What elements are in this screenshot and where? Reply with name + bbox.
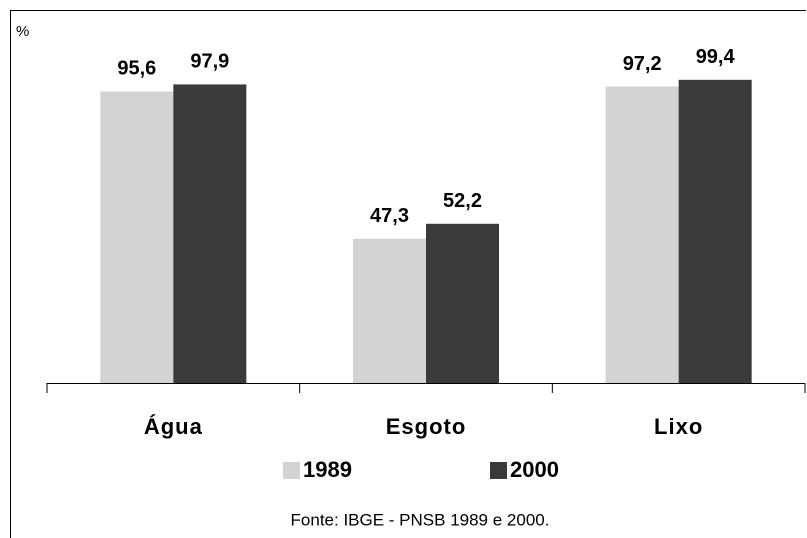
legend-label: 1989 [303, 457, 352, 482]
bar [353, 238, 426, 383]
frame [10, 10, 806, 538]
bar [678, 79, 752, 383]
source-note: Fonte: IBGE - PNSB 1989 e 2000. [291, 510, 550, 529]
x-tick-label: Esgoto [386, 414, 467, 439]
x-tick-label: Lixo [654, 414, 703, 439]
x-tick-label: Água [144, 414, 203, 439]
bar [100, 91, 174, 384]
legend-swatch [283, 462, 300, 479]
bar [426, 223, 499, 383]
legend-label: 2000 [510, 457, 559, 482]
bar [605, 86, 679, 383]
legend-swatch [490, 462, 507, 479]
value-label: 97,2 [623, 53, 662, 75]
y-axis-label: % [16, 23, 29, 40]
value-label: 52,2 [443, 190, 482, 212]
value-label: 95,6 [117, 58, 156, 80]
value-label: 97,9 [190, 51, 229, 73]
value-label: 99,4 [696, 46, 736, 68]
value-label: 47,3 [370, 205, 409, 227]
bar [173, 84, 247, 383]
